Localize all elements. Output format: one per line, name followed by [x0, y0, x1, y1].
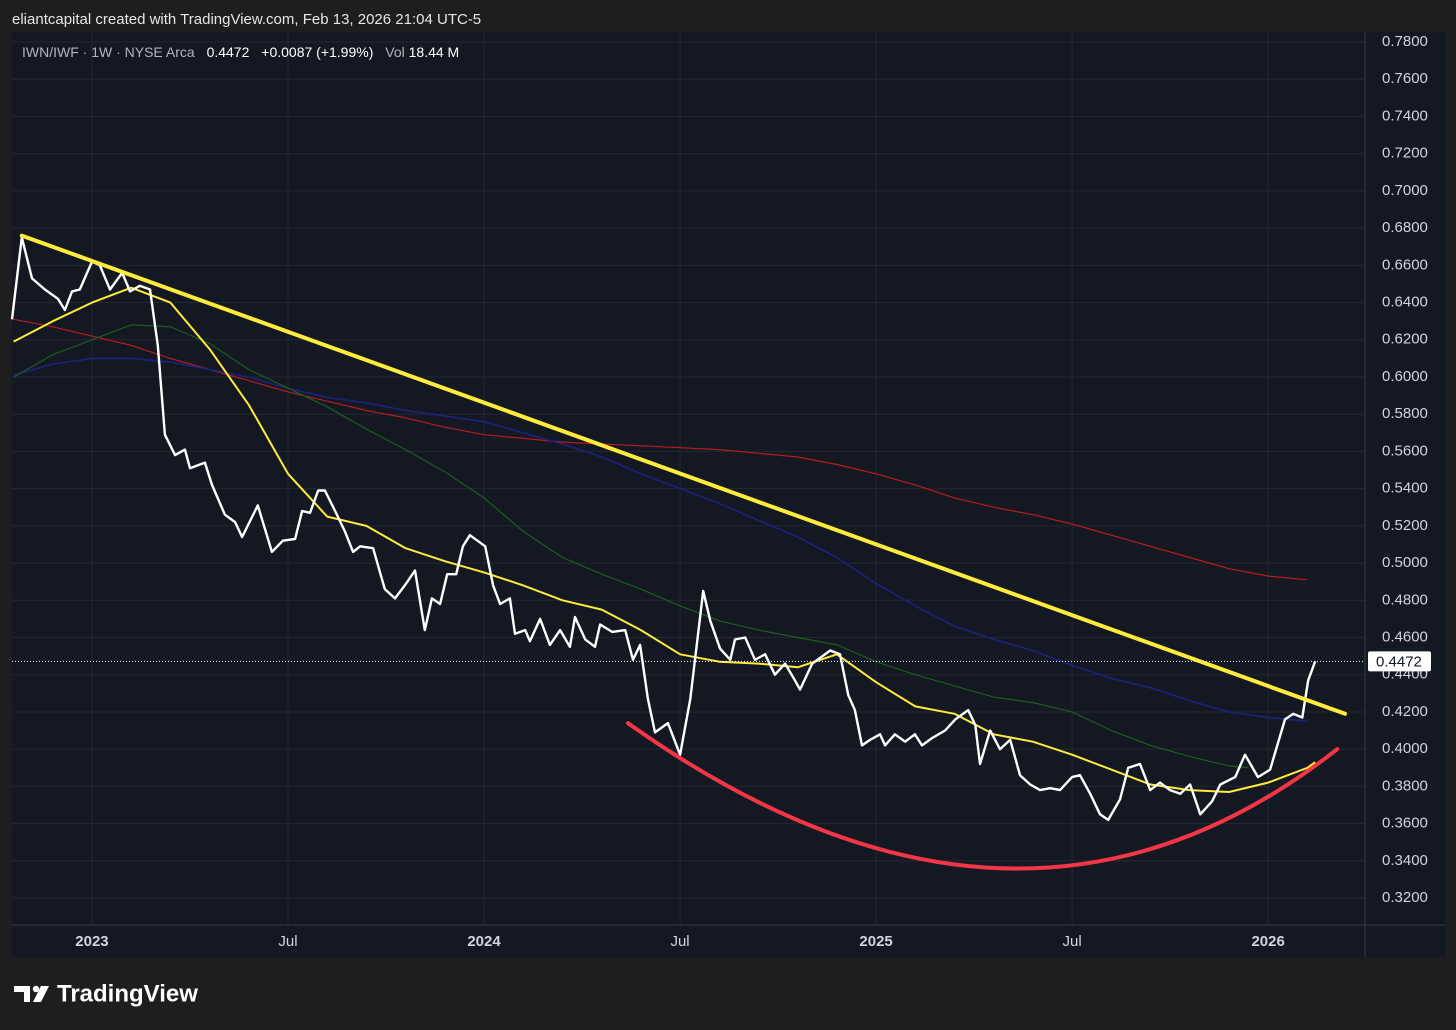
y-tick-label: 0.7600: [1382, 70, 1428, 87]
price-line: [10, 236, 1317, 822]
trendline: [19, 233, 1347, 716]
y-tick-label: 0.6400: [1382, 294, 1428, 311]
credit: eliantcapital created with TradingView.c…: [12, 11, 481, 28]
y-tick-label: 0.7000: [1382, 182, 1428, 199]
y-tick-label: 0.6000: [1382, 368, 1428, 385]
legend-change: +0.0087 (+1.99%): [261, 44, 373, 60]
legend-volume-label: Vol: [385, 44, 404, 60]
x-tick-label: Jul: [278, 933, 297, 950]
y-tick-label: 0.4800: [1382, 591, 1428, 608]
x-tick-label: 2024: [467, 933, 501, 950]
logo-mark: [14, 986, 30, 1002]
y-tick-label: 0.5200: [1382, 517, 1428, 534]
x-tick-label: 2026: [1251, 933, 1284, 950]
y-tick-label: 0.5400: [1382, 480, 1428, 497]
y-tick-label: 0.7200: [1382, 145, 1428, 162]
last-price-tag: [1368, 651, 1431, 672]
legend-symbol: IWN/IWF · 1W · NYSE Arca: [22, 44, 195, 60]
axes: 0.3200 0.3400 0.3600 0.3800 0.4000 0.4200 0.44…: [75, 33, 1431, 950]
x-tick-label: Jul: [670, 933, 689, 950]
y-tick-label: 0.3800: [1382, 777, 1428, 794]
y-tick-label: 0.5000: [1382, 554, 1428, 571]
y-tick-label: 0.4600: [1382, 628, 1428, 645]
legend-volume: 18.44 M: [409, 44, 460, 60]
brand-logo: [14, 985, 49, 1002]
legend: IWN/IWF · 1W · NYSE Arca 0.4472 +0.0087 …: [22, 44, 459, 60]
price-line: [13, 324, 1249, 769]
y-tick-label: 0.7400: [1382, 107, 1428, 124]
price-line: [13, 318, 1308, 581]
y-tick-label: 0.6200: [1382, 331, 1428, 348]
y-tick-label: 0.6800: [1382, 219, 1428, 236]
price-line: [13, 357, 1308, 722]
y-tick-label: 0.3600: [1382, 815, 1428, 832]
last-price-label: 0.4472: [1376, 653, 1422, 670]
x-tick-label: 2023: [75, 933, 108, 950]
y-tick-label: 0.5800: [1382, 405, 1428, 422]
logo-dot: [32, 985, 40, 993]
x-tick-label: Jul: [1063, 933, 1082, 950]
y-tick-label: 0.5600: [1382, 442, 1428, 459]
plot-area: [10, 233, 1365, 871]
y-tick-label: 0.3200: [1382, 889, 1428, 906]
price-line: [13, 286, 1316, 793]
chart-panel: [12, 32, 1445, 958]
y-tick-label: 0.3400: [1382, 852, 1428, 869]
y-tick-label: 0.6600: [1382, 256, 1428, 273]
brand: TradingView: [57, 980, 198, 1007]
x-tick-label: 2025: [859, 933, 892, 950]
legend-last: 0.4472: [207, 44, 250, 60]
arc: [625, 721, 1340, 871]
y-tick-label: 0.7800: [1382, 33, 1428, 50]
logo-mark: [33, 986, 49, 1002]
y-tick-label: 0.4200: [1382, 703, 1428, 720]
y-tick-label: 0.4000: [1382, 740, 1428, 757]
